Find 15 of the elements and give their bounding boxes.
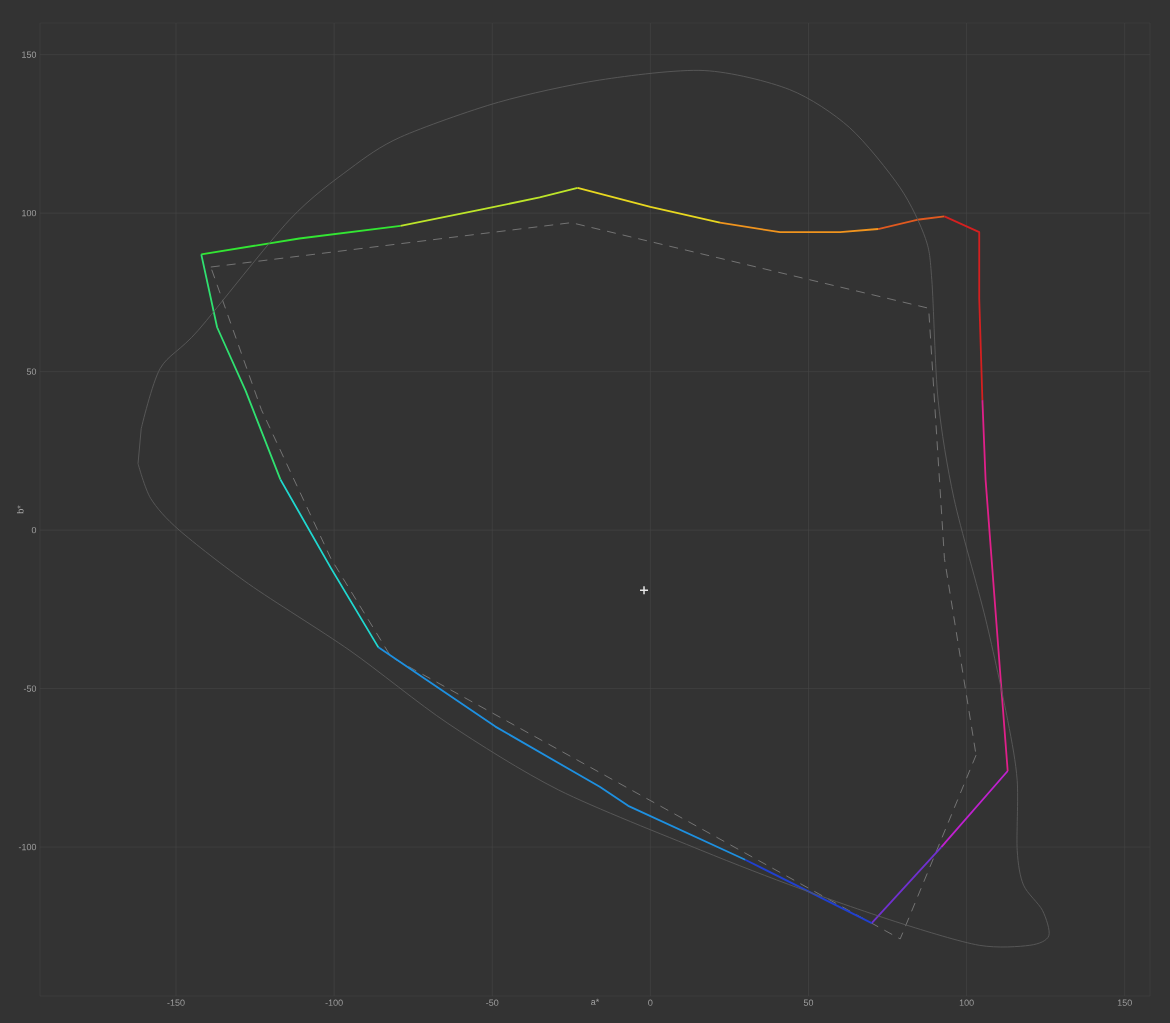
y-axis-title: b*: [16, 505, 24, 514]
x-tick-label: -100: [325, 999, 343, 1006]
y-tick-label: -100: [18, 843, 37, 851]
x-tick-label: 0: [648, 999, 653, 1006]
y-tick-label: 0: [31, 526, 37, 534]
y-tick-label: 50: [26, 368, 37, 375]
y-tick-label: 100: [22, 209, 37, 217]
x-tick-label: -50: [486, 999, 499, 1006]
x-tick-label: 50: [803, 999, 814, 1006]
x-tick-label: 150: [1117, 999, 1132, 1006]
x-tick-label: -150: [167, 999, 185, 1006]
x-axis-title: a*: [591, 998, 600, 1006]
x-tick-label: 100: [959, 999, 974, 1006]
y-tick-label: 150: [22, 51, 37, 58]
y-tick-label: -50: [23, 685, 37, 692]
